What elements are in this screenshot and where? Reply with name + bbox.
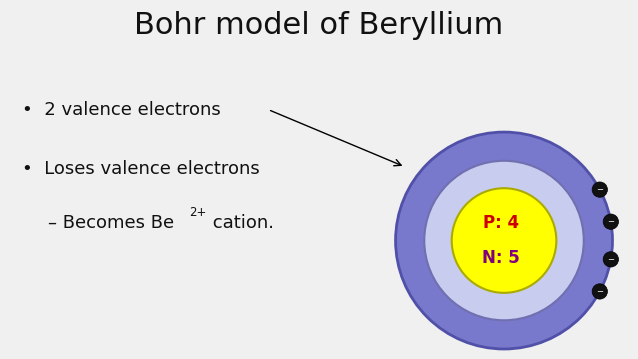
Text: P: 4: P: 4 xyxy=(483,214,519,232)
Text: •  Loses valence electrons: • Loses valence electrons xyxy=(22,160,260,178)
Text: •  2 valence electrons: • 2 valence electrons xyxy=(22,101,221,118)
Text: Bohr model of Beryllium: Bohr model of Beryllium xyxy=(135,11,503,40)
Text: −: − xyxy=(597,287,604,296)
Ellipse shape xyxy=(603,252,618,267)
Ellipse shape xyxy=(452,188,556,293)
Text: N: 5: N: 5 xyxy=(482,249,520,267)
Text: 2+: 2+ xyxy=(189,206,206,219)
Ellipse shape xyxy=(592,182,607,197)
Text: – Becomes Be: – Becomes Be xyxy=(48,214,174,232)
Text: −: − xyxy=(607,255,614,264)
Ellipse shape xyxy=(424,161,584,320)
Ellipse shape xyxy=(592,284,607,299)
Text: −: − xyxy=(607,217,614,226)
Text: −: − xyxy=(597,185,604,194)
Ellipse shape xyxy=(396,132,612,349)
Text: cation.: cation. xyxy=(207,214,274,232)
Ellipse shape xyxy=(603,214,618,229)
